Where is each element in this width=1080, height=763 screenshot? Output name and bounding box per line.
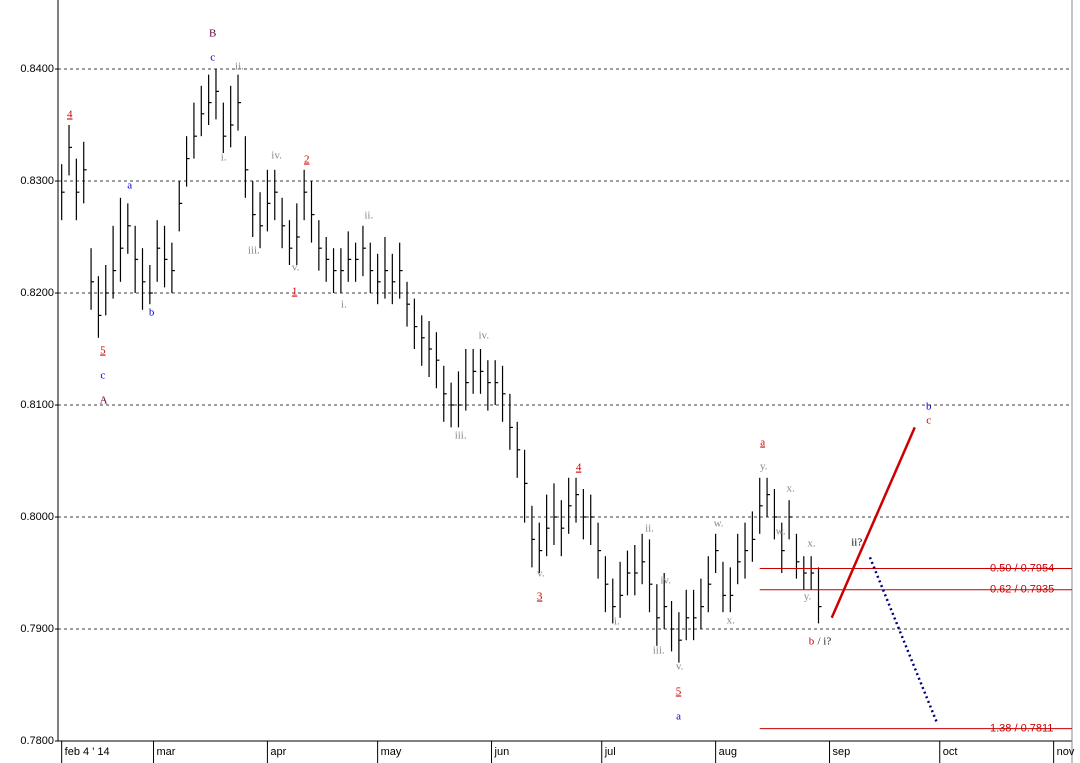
- wave-label: iv.: [479, 330, 490, 342]
- wave-label: 4: [67, 108, 73, 120]
- wave-label: iii.: [455, 430, 467, 442]
- fib-label: 1.38 / 0.7811: [990, 723, 1053, 735]
- x-tick-label: feb 4 ' 14: [65, 746, 110, 758]
- wave-label: 1: [292, 286, 298, 298]
- wave-label: 3: [537, 590, 543, 602]
- y-tick-label: 0.8000: [20, 511, 54, 523]
- wave-label: ii.: [364, 209, 373, 221]
- wave-label: ii.: [235, 61, 244, 73]
- wave-label: ii.: [645, 523, 654, 535]
- y-tick-label: 0.8100: [20, 399, 54, 411]
- x-tick-label: sep: [833, 746, 851, 758]
- wave-label: v.: [292, 262, 300, 274]
- y-tick-label: 0.7800: [20, 735, 54, 747]
- y-tick-label: 0.8200: [20, 287, 54, 299]
- wave-label: A: [100, 394, 108, 406]
- fib-label: 0.50 / 0.7954: [990, 562, 1054, 574]
- y-tick-label: 0.7900: [20, 623, 54, 635]
- x-tick-label: may: [381, 746, 402, 758]
- wave-label: w.: [776, 526, 786, 538]
- x-tick-label: apr: [270, 746, 286, 758]
- wave-line: [868, 556, 939, 725]
- wave-label: v.: [537, 568, 545, 580]
- wave-label: iii.: [248, 245, 260, 257]
- wave-label: c: [210, 52, 215, 64]
- y-tick-label: 0.8300: [20, 175, 54, 187]
- wave-label: a: [676, 711, 681, 723]
- wave-label: iv.: [271, 150, 282, 162]
- wave-label: i.: [221, 152, 227, 164]
- x-tick-label: jun: [494, 746, 510, 758]
- wave-label: w.: [714, 517, 724, 529]
- x-tick-label: aug: [719, 746, 737, 758]
- wave-label: iv.: [660, 574, 671, 586]
- wave-line: [830, 426, 916, 619]
- wave-label: iii.: [653, 644, 665, 656]
- wave-label: b: [809, 636, 815, 648]
- wave-label: 5: [676, 685, 682, 697]
- wave-label: / i?: [818, 636, 832, 648]
- wave-label: x.: [786, 483, 795, 495]
- wave-label: y.: [760, 461, 768, 473]
- wave-label: a: [127, 180, 132, 192]
- wave-label: b: [926, 401, 932, 413]
- wave-label: c: [926, 415, 931, 427]
- wave-label: x.: [807, 538, 816, 550]
- x-tick-label: nov: [1057, 746, 1075, 758]
- wave-label: i.: [341, 299, 347, 311]
- wave-label: b: [149, 307, 155, 319]
- wave-label: 5: [100, 345, 106, 357]
- wave-label: v.: [676, 660, 684, 672]
- wave-label: B: [209, 27, 216, 39]
- wave-label: c: [100, 370, 105, 382]
- wave-label: y.: [804, 590, 812, 602]
- wave-label: x.: [727, 615, 736, 627]
- wave-label: i.: [614, 615, 620, 627]
- x-tick-label: jul: [604, 746, 616, 758]
- x-tick-label: mar: [157, 746, 176, 758]
- x-tick-label: oct: [943, 746, 958, 758]
- wave-label: 4: [576, 462, 582, 474]
- wave-label: ii?: [851, 537, 862, 549]
- wave-label: a: [760, 436, 765, 448]
- fib-label: 0.62 / 0.7935: [990, 584, 1054, 596]
- y-tick-label: 0.8400: [20, 63, 54, 75]
- wave-label: 2: [304, 153, 310, 165]
